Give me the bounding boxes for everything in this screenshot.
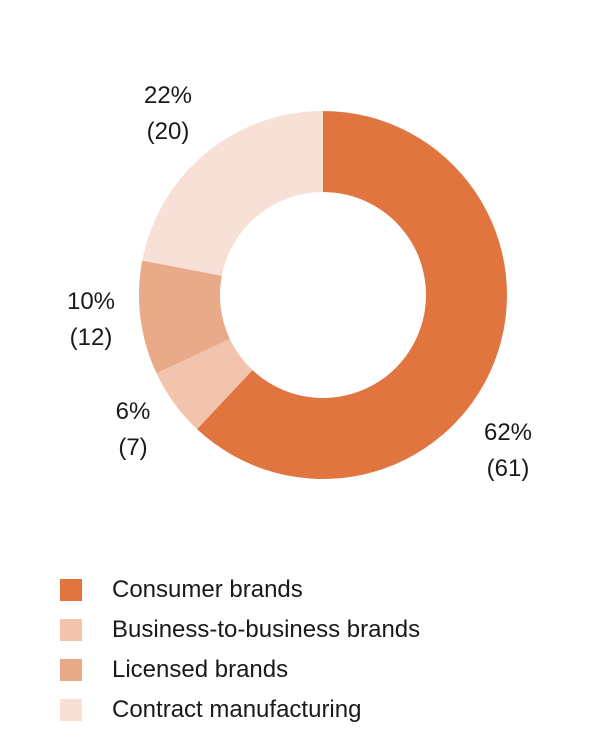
legend-item-business-to-business-brands: Business-to-business brands <box>60 610 580 650</box>
slice-contract-manufacturing <box>142 111 323 276</box>
legend-label-licensed-brands: Licensed brands <box>112 656 289 683</box>
slice-count-label-business-to-business-brands: (7) <box>118 434 147 461</box>
slice-labels: 62% (61) 6% (7) 10% (12) 22% (20) <box>67 82 532 482</box>
legend-item-consumer-brands: Consumer brands <box>60 570 580 610</box>
legend-swatch-consumer-brands <box>60 579 82 601</box>
legend-label-consumer-brands: Consumer brands <box>112 576 303 603</box>
donut-chart: 62% (61) 6% (7) 10% (12) 22% (20) <box>67 82 532 482</box>
slice-consumer-brands <box>197 111 508 479</box>
slice-business-to-business-brands <box>156 338 253 430</box>
slice-count-label-contract-manufacturing: (20) <box>147 118 190 145</box>
slice-percent-label-licensed-brands: 10% <box>67 288 115 315</box>
legend-label-contract-manufacturing: Contract manufacturing <box>112 696 362 723</box>
legend-swatch-licensed-brands <box>60 659 82 681</box>
legend-swatch-business-to-business-brands <box>60 619 82 641</box>
slice-percent-label-consumer-brands: 62% <box>484 419 532 446</box>
slice-licensed-brands <box>139 260 230 374</box>
legend-item-contract-manufacturing: Contract manufacturing <box>60 690 580 730</box>
donut-slices <box>139 111 508 479</box>
legend-swatch-contract-manufacturing <box>60 699 82 721</box>
legend-item-licensed-brands: Licensed brands <box>60 650 580 690</box>
legend-label-business-to-business-brands: Business-to-business brands <box>112 616 421 643</box>
legend: Consumer brands Business-to-business bra… <box>60 570 580 730</box>
slice-count-label-licensed-brands: (12) <box>70 324 113 351</box>
slice-count-label-consumer-brands: (61) <box>487 455 530 482</box>
slice-percent-label-contract-manufacturing: 22% <box>144 82 192 109</box>
slice-percent-label-business-to-business-brands: 6% <box>116 398 151 425</box>
